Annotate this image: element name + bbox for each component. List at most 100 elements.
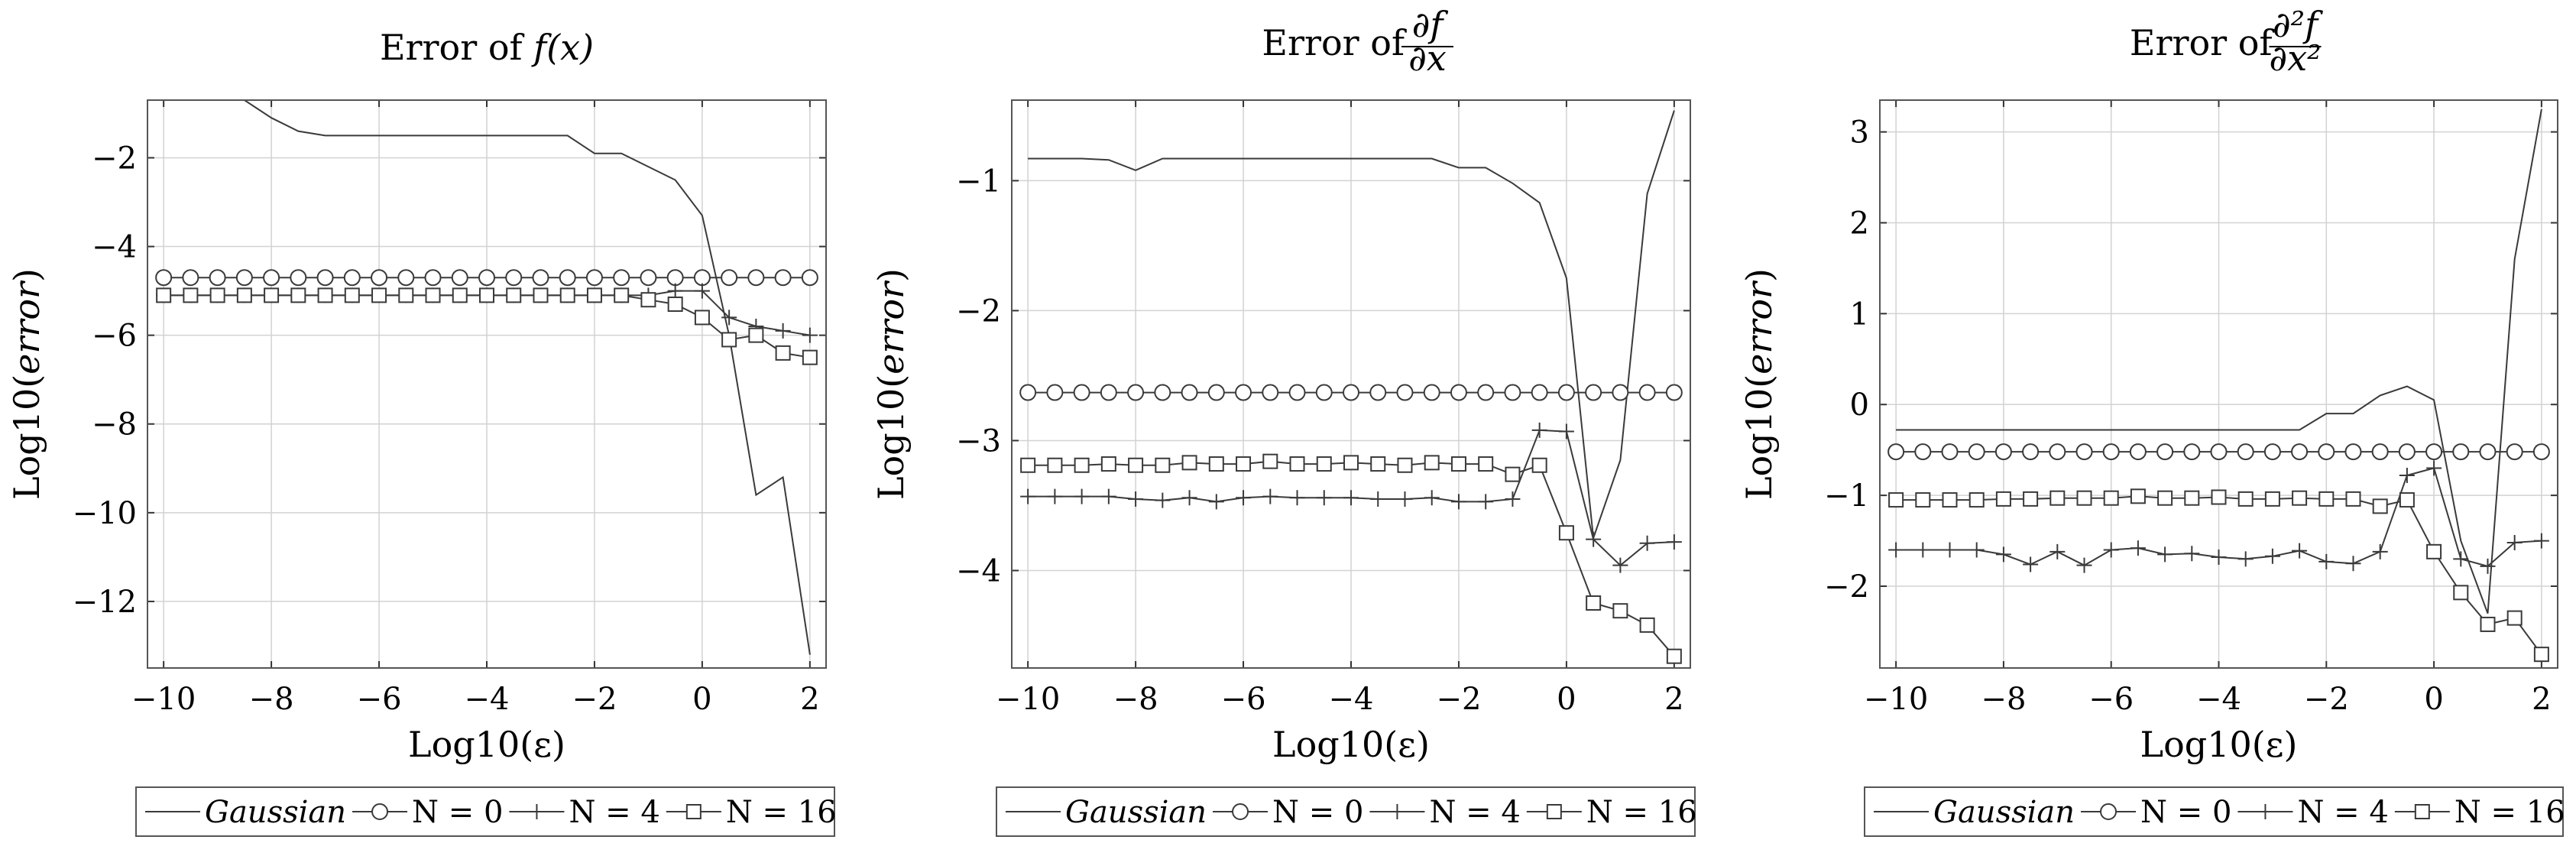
data-point: [1262, 453, 1278, 469]
data-point: [1557, 384, 1575, 401]
series-n4: [1888, 460, 2549, 574]
data-point: [1531, 422, 1547, 438]
data-point: [1397, 491, 1413, 507]
data-point: [1236, 456, 1252, 472]
legend-label: N = 0: [412, 795, 503, 830]
data-point: [2345, 491, 2361, 507]
data-point: [2345, 556, 2361, 572]
data-point: [2318, 491, 2335, 507]
x-tick-label: −6: [1221, 682, 1266, 717]
data-point: [1665, 384, 1683, 401]
data-point: [2452, 443, 2470, 461]
data-point: [2023, 491, 2039, 507]
data-point: [1073, 384, 1090, 401]
y-tick-label: −4: [956, 553, 1001, 588]
y-axis-label: Log10(error): [6, 268, 47, 500]
data-point: [1666, 648, 1682, 664]
data-point: [290, 287, 306, 303]
data-point: [1343, 490, 1359, 506]
legend-swatch-marker: [2414, 804, 2430, 819]
data-point: [2532, 443, 2550, 461]
data-point: [667, 283, 683, 299]
data-point: [1155, 457, 1171, 473]
data-point: [452, 287, 468, 303]
data-point: [801, 269, 818, 287]
chart-title-numerator: ∂f: [1412, 4, 1449, 45]
data-point: [1941, 443, 1959, 461]
y-tick-label: 1: [1850, 297, 1869, 332]
x-tick-label: 2: [800, 682, 819, 717]
data-point: [1478, 494, 1494, 510]
data-point: [2156, 443, 2174, 461]
legend: Gaussian N = 0 N = 4 N = 16: [996, 786, 1697, 837]
data-point: [747, 269, 765, 287]
data-point: [802, 349, 818, 365]
series-n0: [1019, 384, 1683, 401]
data-point: [2318, 443, 2335, 461]
x-tick-label: 0: [692, 682, 711, 717]
data-point: [2237, 491, 2254, 507]
chart-title-denominator: ∂x: [1408, 37, 1447, 79]
data-point: [451, 269, 468, 287]
data-point: [1181, 490, 1197, 506]
data-point: [1074, 488, 1090, 504]
data-point: [506, 287, 522, 303]
data-point: [2022, 443, 2040, 461]
data-point: [1450, 494, 1466, 510]
data-point: [2129, 443, 2147, 461]
data-point: [209, 269, 226, 287]
data-point: [155, 269, 173, 287]
chart-title: Error of f(x): [380, 27, 594, 68]
data-point: [1047, 488, 1063, 504]
chart-title: Error of ∂²f∂x²: [2130, 4, 2323, 79]
data-point: [1505, 466, 1521, 482]
legend-swatch-marker: [529, 804, 545, 819]
data-point: [2533, 647, 2549, 663]
data-point: [1994, 443, 2012, 461]
data-point: [478, 269, 495, 287]
data-point: [2023, 556, 2039, 572]
data-point: [1262, 488, 1278, 504]
data-point: [2184, 546, 2200, 562]
data-point: [1370, 456, 1386, 472]
data-point: [1208, 494, 1224, 510]
data-point: [344, 287, 360, 303]
data-point: [1424, 455, 1440, 471]
chart-panel-3: −10 −8 −6 −4 −2 0 2−2−10123Log10(ε)Log10(error…: [1738, 4, 2565, 837]
series-gaussian: [1896, 109, 2542, 614]
data-point: [2263, 443, 2281, 461]
data-point: [182, 269, 199, 287]
data-point: [2076, 490, 2092, 506]
data-point: [532, 269, 549, 287]
plot-frame: [1011, 99, 1691, 669]
plot-frame: [147, 99, 827, 669]
series-gaussian: [1028, 110, 1675, 539]
chart-title: Error of ∂f∂x: [1262, 4, 1453, 79]
x-tick-label: −2: [2304, 682, 2349, 717]
data-point: [2371, 443, 2389, 461]
data-point: [2453, 551, 2469, 567]
x-tick-label: 2: [2532, 682, 2551, 717]
legend-label: N = 16: [726, 795, 837, 830]
x-tick-label: 2: [1664, 682, 1683, 717]
data-point: [1638, 384, 1656, 401]
data-point: [236, 287, 252, 303]
legend-label: N = 4: [1429, 795, 1520, 830]
data-point: [533, 287, 549, 303]
series-n0: [1887, 443, 2550, 461]
legend-label: N = 16: [2454, 795, 2565, 830]
data-point: [2426, 460, 2442, 476]
data-point: [398, 287, 414, 303]
data-point: [1207, 384, 1225, 401]
data-point: [1020, 457, 1036, 473]
data-point: [2184, 490, 2200, 506]
data-point: [1020, 488, 1036, 504]
data-point: [1046, 384, 1064, 401]
y-tick-label: −10: [73, 496, 137, 531]
data-point: [2291, 443, 2309, 461]
data-point: [1585, 384, 1602, 401]
legend: Gaussian N = 0 N = 4 N = 16: [135, 786, 837, 837]
data-point: [2399, 467, 2415, 483]
data-point: [775, 345, 791, 361]
data-point: [2399, 492, 2415, 508]
